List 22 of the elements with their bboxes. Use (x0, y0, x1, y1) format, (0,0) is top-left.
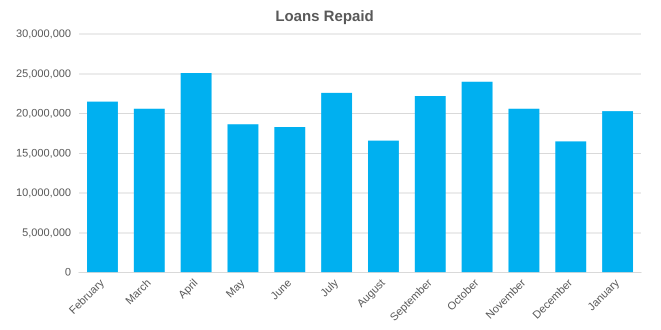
bar (274, 127, 306, 272)
bar (321, 92, 352, 272)
bar (368, 140, 399, 272)
bar (134, 108, 165, 272)
bar (87, 102, 118, 272)
bar (414, 96, 446, 272)
y-tick-label: 30,000,000 (16, 28, 72, 40)
y-tick-label: 15,000,000 (16, 147, 72, 160)
y-tick-label: 20,000,000 (16, 108, 72, 120)
y-tick-label: 0 (64, 266, 72, 279)
bar (462, 82, 493, 272)
bar (602, 111, 634, 272)
bar (180, 72, 212, 272)
bar (508, 108, 540, 272)
bar (555, 141, 586, 272)
y-tick-label: 10,000,000 (16, 187, 72, 200)
y-tick-label: 25,000,000 (16, 68, 72, 80)
x-tick-label: May (224, 276, 248, 300)
x-tick-label: July (318, 276, 342, 300)
y-tick-label: 5,000,000 (22, 226, 72, 239)
bar (228, 124, 258, 272)
chart-title: Loans Repaid (275, 8, 374, 26)
